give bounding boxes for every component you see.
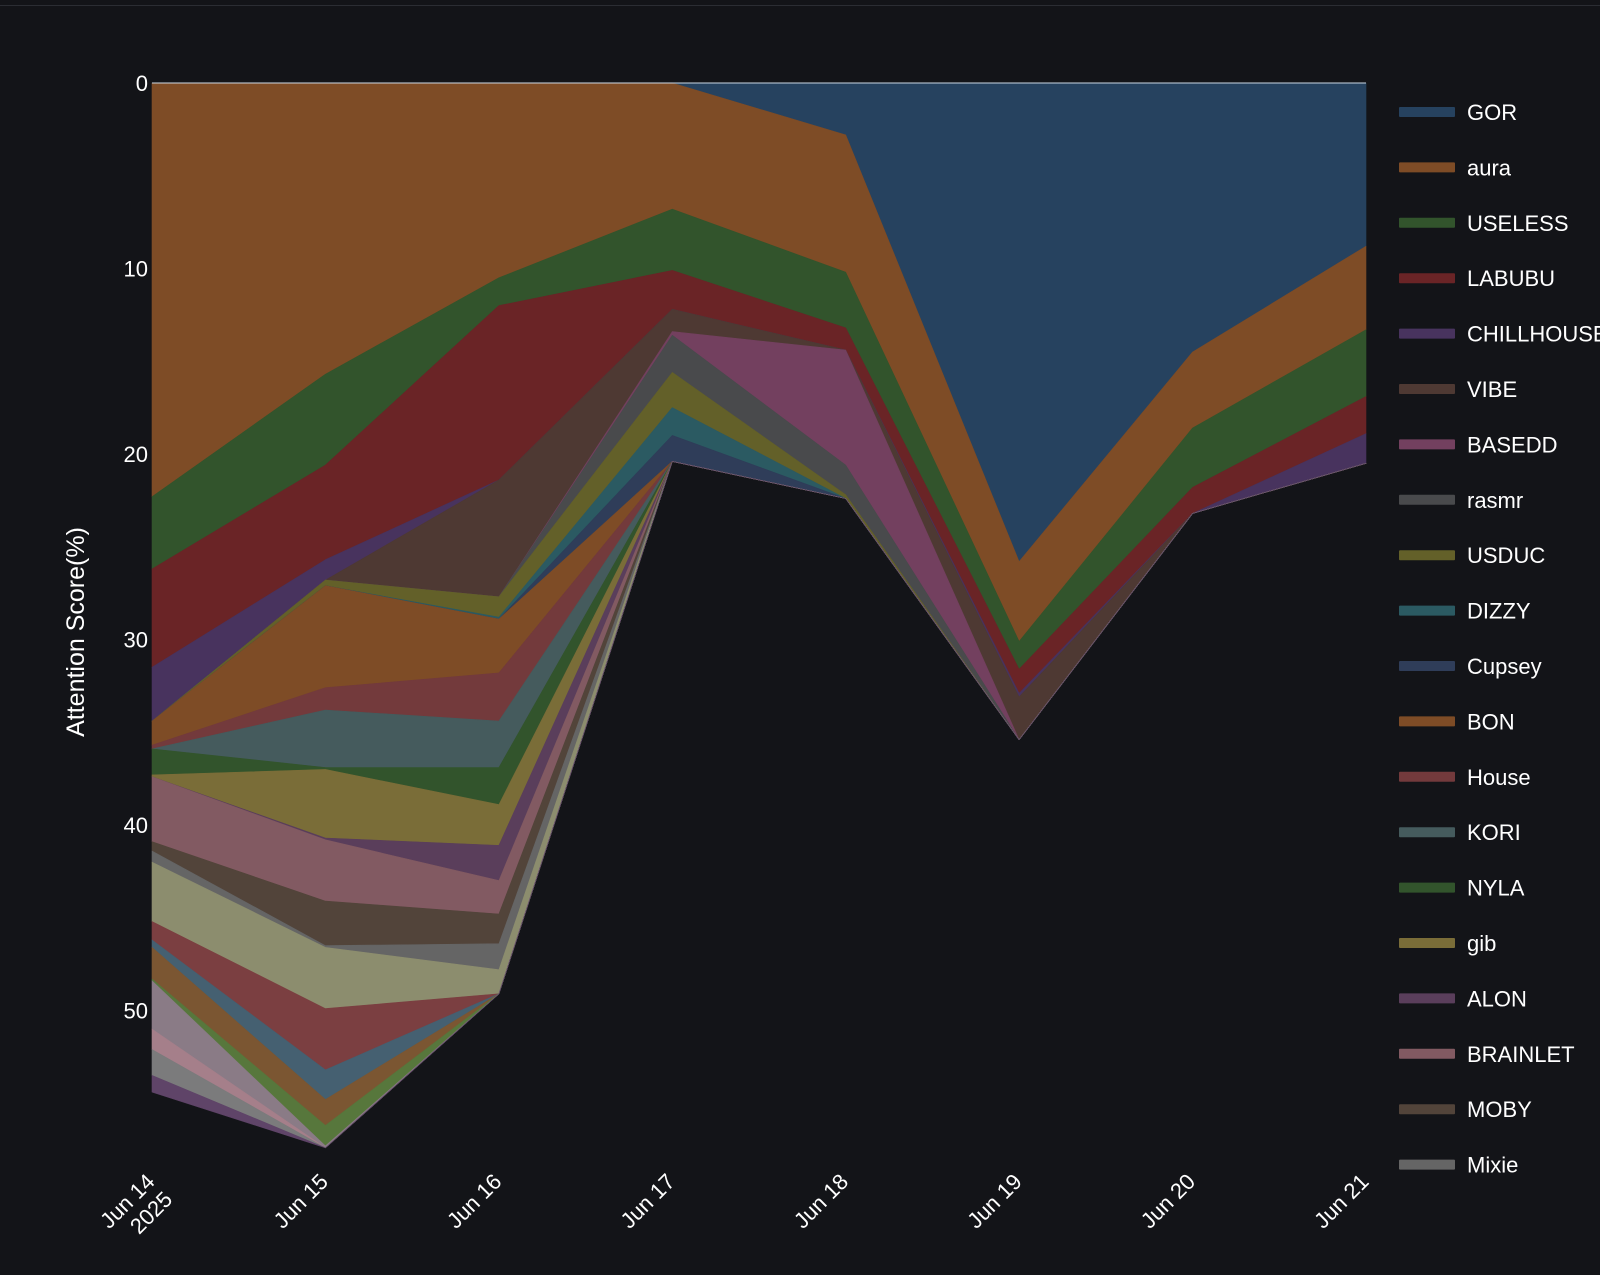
top-divider — [0, 5, 1600, 6]
legend-label: Cupsey — [1467, 654, 1542, 679]
legend: GOR aura USELESS LABUBU CHILLHOUSE VIBE BASEDD… — [1399, 100, 1600, 1178]
legend-swatch — [1399, 439, 1455, 450]
legend-swatch — [1399, 1159, 1455, 1170]
legend-item-alon[interactable]: ALON — [1399, 986, 1527, 1011]
legend-label: BON — [1467, 709, 1515, 734]
legend-item-labubu[interactable]: LABUBU — [1399, 266, 1555, 291]
legend-swatch — [1399, 882, 1455, 893]
legend-item-house[interactable]: House — [1399, 765, 1531, 790]
legend-label: MOBY — [1467, 1097, 1532, 1122]
legend-label: BRAINLET — [1467, 1042, 1575, 1067]
x-tick-label: Jun 15 — [269, 1169, 333, 1233]
legend-label: CHILLHOUSE — [1467, 322, 1600, 347]
legend-label: ALON — [1467, 986, 1527, 1011]
x-axis: Jun 142025 Jun 15 Jun 16 Jun 17 Jun 18 Jun 19… — [95, 1169, 1373, 1251]
legend-item-usduc[interactable]: USDUC — [1399, 543, 1545, 568]
area-series-unnamed-28[interactable] — [151, 461, 1367, 1149]
legend-label: KORI — [1467, 820, 1521, 845]
legend-swatch — [1399, 550, 1455, 561]
legend-item-bon[interactable]: BON — [1399, 709, 1515, 734]
y-tick-label: 40 — [124, 813, 148, 838]
legend-label: BASEDD — [1467, 432, 1557, 457]
legend-swatch — [1399, 771, 1455, 782]
legend-item-rasmr[interactable]: rasmr — [1399, 488, 1523, 513]
x-tick-label: Jun 18 — [789, 1169, 853, 1233]
legend-item-aura[interactable]: aura — [1399, 155, 1512, 180]
legend-swatch — [1399, 384, 1455, 394]
legend-item-dizzy[interactable]: DIZZY — [1399, 599, 1531, 624]
y-tick-label: 0 — [136, 71, 148, 96]
legend-label: rasmr — [1467, 488, 1523, 513]
legend-item-chillhouse[interactable]: CHILLHOUSE — [1399, 322, 1600, 347]
x-tick-label: Jun 21 — [1309, 1169, 1373, 1233]
y-tick-label: 30 — [124, 628, 148, 653]
x-tick-label: Jun 17 — [615, 1169, 679, 1233]
legend-item-vibe[interactable]: VIBE — [1399, 377, 1517, 402]
legend-item-kori[interactable]: KORI — [1399, 820, 1521, 845]
legend-label: GOR — [1467, 100, 1517, 125]
legend-swatch — [1399, 661, 1455, 671]
legend-swatch — [1399, 605, 1455, 616]
legend-item-mixie[interactable]: Mixie — [1399, 1153, 1518, 1178]
legend-label: LABUBU — [1467, 266, 1555, 291]
legend-item-cupsey[interactable]: Cupsey — [1399, 654, 1542, 679]
legend-label: Mixie — [1467, 1153, 1518, 1178]
legend-label: aura — [1467, 155, 1512, 180]
legend-item-basedd[interactable]: BASEDD — [1399, 432, 1557, 457]
legend-item-nyla[interactable]: NYLA — [1399, 876, 1525, 901]
legend-label: USELESS — [1467, 211, 1569, 236]
legend-label: NYLA — [1467, 876, 1525, 901]
legend-swatch — [1399, 217, 1455, 228]
legend-label: House — [1467, 765, 1531, 790]
legend-item-moby[interactable]: MOBY — [1399, 1097, 1532, 1122]
legend-swatch — [1399, 716, 1455, 727]
x-tick-label: Jun 142025 — [95, 1169, 177, 1251]
legend-item-brainlet[interactable]: BRAINLET — [1399, 1042, 1575, 1067]
x-tick-label: Jun 20 — [1136, 1169, 1200, 1233]
y-tick-label: 50 — [124, 999, 148, 1024]
legend-swatch — [1399, 938, 1455, 948]
legend-swatch — [1399, 273, 1455, 284]
legend-item-useless[interactable]: USELESS — [1399, 211, 1569, 236]
legend-label: gib — [1467, 931, 1496, 956]
x-tick-label: Jun 16 — [442, 1169, 506, 1233]
legend-swatch — [1399, 162, 1455, 173]
legend-swatch — [1399, 993, 1455, 1004]
y-tick-label: 10 — [124, 257, 148, 282]
legend-swatch — [1399, 107, 1455, 117]
area-series-group — [151, 82, 1367, 1149]
legend-item-gib[interactable]: gib — [1399, 931, 1496, 956]
legend-swatch — [1399, 827, 1455, 838]
legend-swatch — [1399, 1104, 1455, 1115]
legend-swatch — [1399, 1048, 1455, 1059]
legend-label: DIZZY — [1467, 599, 1531, 624]
legend-item-gor[interactable]: GOR — [1399, 100, 1517, 125]
legend-label: VIBE — [1467, 377, 1517, 402]
y-tick-label: 20 — [124, 442, 148, 467]
legend-swatch — [1399, 328, 1455, 339]
y-axis-title: Attention Score(%) — [62, 527, 90, 737]
x-tick-label: Jun 19 — [962, 1169, 1026, 1233]
y-axis: 0 10 20 30 40 50 Attention Score(%) — [62, 71, 148, 1024]
legend-label: USDUC — [1467, 543, 1545, 568]
legend-swatch — [1399, 494, 1455, 505]
